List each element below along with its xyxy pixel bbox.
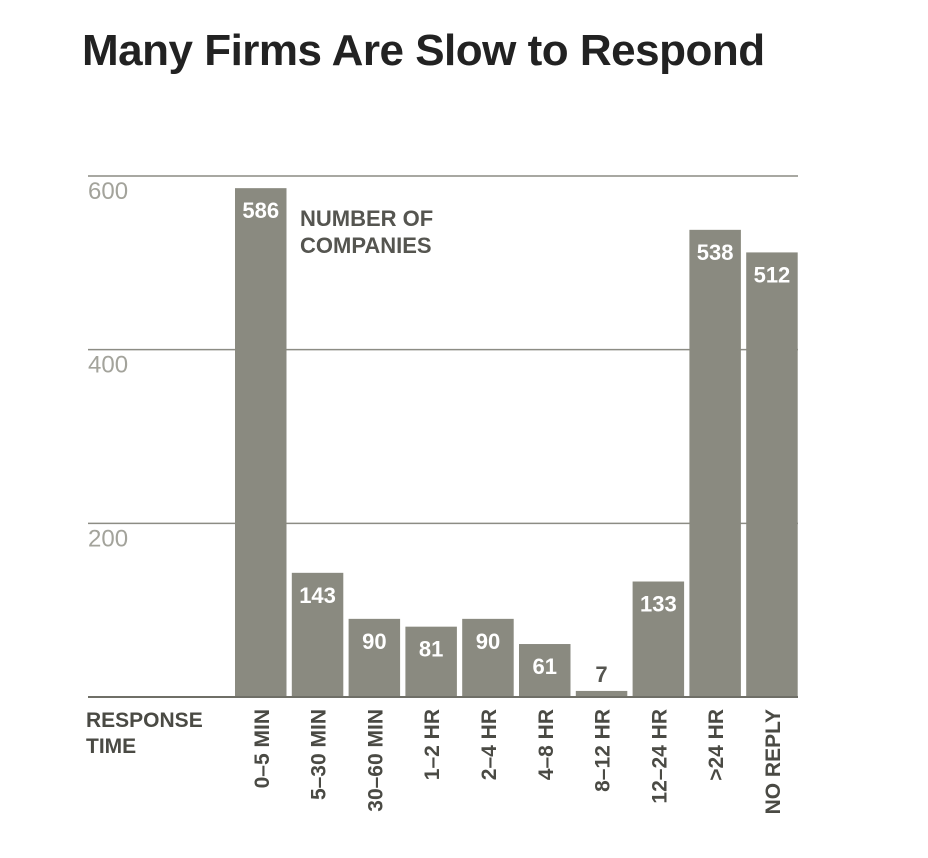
bar xyxy=(405,626,457,697)
bar xyxy=(632,581,685,697)
y-tick-label: 400 xyxy=(88,352,128,379)
y-tick-label: 600 xyxy=(88,178,128,205)
bar xyxy=(348,618,401,697)
data-label: 586 xyxy=(242,198,279,223)
x-axis-label-line1: RESPONSE xyxy=(86,709,203,732)
x-tick-label: 1–2 HR xyxy=(421,709,444,780)
chart-title: Many Firms Are Slow to Respond xyxy=(82,26,765,75)
data-label: 81 xyxy=(419,637,443,662)
data-label: 7 xyxy=(595,662,607,687)
bar xyxy=(519,644,571,697)
x-tick-label: 5–30 MIN xyxy=(308,709,331,800)
bar xyxy=(689,229,741,697)
x-tick-label: 4–8 HR xyxy=(535,709,558,780)
x-tick-label: NO REPLY xyxy=(762,709,785,814)
data-label: 143 xyxy=(299,583,336,608)
x-tick-label: 2–4 HR xyxy=(478,709,501,780)
data-label: 538 xyxy=(697,240,734,265)
bar xyxy=(235,188,287,697)
bar xyxy=(462,618,514,697)
data-label: 61 xyxy=(533,654,557,679)
data-label: 90 xyxy=(476,629,500,654)
x-tick-label: 30–60 MIN xyxy=(364,709,387,812)
data-label: 90 xyxy=(362,629,386,654)
value-label-line2: COMPANIES xyxy=(300,233,432,258)
bar xyxy=(575,690,628,697)
bar xyxy=(291,572,344,697)
data-label: 133 xyxy=(640,592,677,617)
x-tick-label: 8–12 HR xyxy=(592,709,615,792)
data-label: 512 xyxy=(754,262,791,287)
x-tick-label: 0–5 MIN xyxy=(251,709,274,788)
x-axis-label-line2: TIME xyxy=(86,735,136,758)
x-tick-label: 12–24 HR xyxy=(648,709,671,804)
y-tick-label: 200 xyxy=(88,525,128,552)
bar xyxy=(746,252,798,697)
x-tick-label: >24 HR xyxy=(705,709,728,781)
value-label-line1: NUMBER OF xyxy=(300,206,433,231)
